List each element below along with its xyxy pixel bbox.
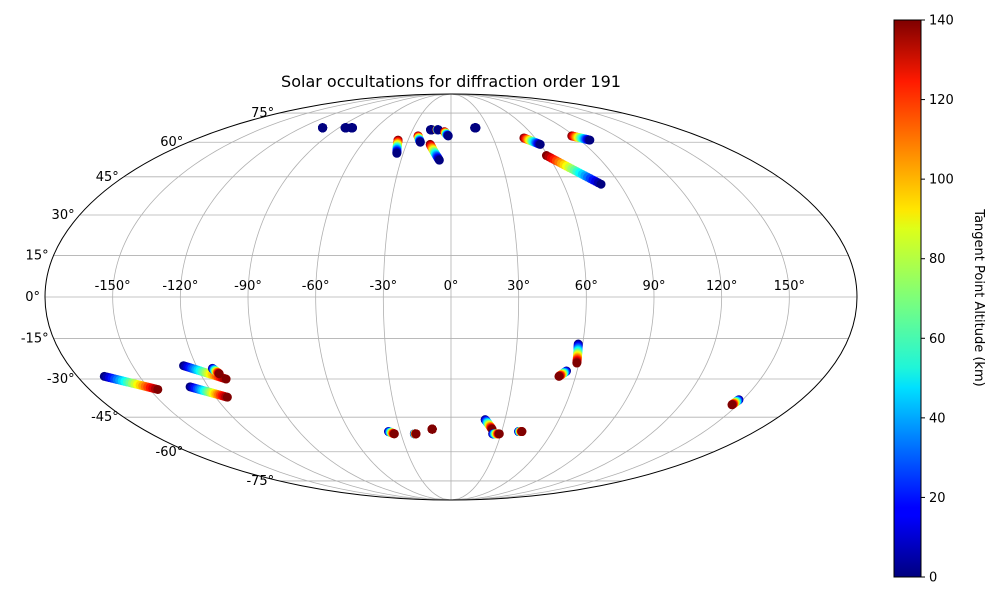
track-point: [153, 384, 163, 394]
latitude-tick-label: 30°: [52, 208, 75, 223]
latitude-tick-label: -45°: [91, 410, 119, 425]
occultation-track: [439, 127, 453, 141]
latitude-tick-label: 45°: [96, 170, 119, 185]
track-point: [434, 155, 444, 165]
graticule: [45, 94, 857, 500]
occultation-track: [346, 123, 358, 133]
colorbar-tick-label: 60: [929, 332, 946, 347]
occultation-track: [432, 125, 443, 135]
colorbar-tick-label: 100: [929, 173, 954, 188]
track-point: [471, 123, 481, 133]
longitude-tick-label: -120°: [162, 279, 198, 294]
occultation-track: [541, 151, 606, 189]
latitude-tick-label: 0°: [25, 290, 40, 305]
track-point: [535, 139, 545, 149]
map-outline: [44, 93, 858, 501]
longitude-labels: -150° -120° -90° -60° -30° 0° 30° 60° 90° 120° 150…: [95, 279, 805, 294]
track-point: [411, 429, 421, 439]
latitude-tick-label: -30°: [47, 372, 75, 387]
colorbar: 0 20 40 60 80 100 120 140 Tangent Point Altitud…: [893, 14, 986, 586]
colorbar-tick-label: 140: [929, 14, 954, 29]
track-point: [415, 137, 425, 147]
track-point: [214, 369, 224, 379]
colorbar-label: Tangent Point Altitude (km): [971, 208, 986, 386]
track-point: [554, 371, 564, 381]
occultation-track: [207, 363, 224, 379]
track-point: [389, 429, 399, 439]
longitude-tick-label: 30°: [507, 279, 530, 294]
occultation-track: [318, 123, 328, 133]
track-point: [392, 148, 402, 158]
longitude-tick-label: -60°: [302, 279, 330, 294]
occultation-track: [554, 366, 572, 381]
occultation-track: [413, 131, 425, 147]
map-area: -150° -120° -90° -60° -30° 0° 30° 60° 90° 120° 150…: [21, 93, 858, 501]
latitude-tick-label: -75°: [246, 474, 274, 489]
latitude-tick-label: 60°: [160, 135, 183, 150]
track-point: [427, 424, 437, 434]
occultation-track: [185, 382, 232, 402]
colorbar-ticks: 0 20 40 60 80 100 120 140: [921, 14, 954, 586]
track-point: [517, 427, 527, 437]
track-point: [222, 392, 232, 402]
longitude-tick-label: -90°: [234, 279, 262, 294]
occultation-track: [567, 131, 595, 145]
track-point: [348, 123, 358, 133]
occultation-track: [572, 339, 583, 368]
longitude-tick-label: 150°: [774, 279, 805, 294]
occultation-track: [409, 429, 421, 439]
occultation-track: [392, 135, 403, 158]
occultation-tracks: [99, 123, 744, 439]
track-point: [572, 358, 582, 368]
colorbar-tick-label: 120: [929, 93, 954, 108]
occultation-track: [384, 427, 399, 439]
occultation-track: [514, 427, 527, 437]
colorbar-tick-label: 40: [929, 411, 946, 426]
latitude-tick-label: 15°: [26, 248, 49, 263]
longitude-tick-label: -30°: [369, 279, 397, 294]
occultation-track: [425, 139, 444, 165]
longitude-tick-label: 90°: [642, 279, 665, 294]
colorbar-gradient: [893, 19, 922, 578]
occultation-track: [480, 415, 497, 434]
track-point: [221, 374, 231, 384]
longitude-tick-label: 60°: [575, 279, 598, 294]
chart-title: Solar occultations for diffraction order…: [281, 72, 621, 91]
longitude-tick-label: 0°: [444, 279, 459, 294]
latitude-labels: -75° -60° -45° -30° -15° 0° 15° 30° 45° 60° 75°: [21, 106, 274, 489]
latitude-tick-label: -60°: [156, 445, 184, 460]
track-point: [318, 123, 328, 133]
track-point: [596, 179, 606, 189]
occultation-track: [99, 371, 163, 394]
latitude-tick-label: -15°: [21, 332, 49, 347]
occultation-track: [427, 424, 437, 434]
longitude-tick-label: 120°: [706, 279, 737, 294]
occultation-track: [488, 429, 504, 439]
occultation-track: [470, 123, 481, 133]
colorbar-tick-label: 0: [929, 571, 937, 586]
track-point: [727, 400, 737, 410]
track-point: [443, 131, 453, 141]
track-point: [494, 429, 504, 439]
occultation-track: [519, 133, 545, 149]
colorbar-tick-label: 80: [929, 252, 946, 267]
longitude-tick-label: -150°: [95, 279, 131, 294]
latitude-tick-label: 75°: [251, 106, 274, 121]
colorbar-tick-label: 20: [929, 491, 946, 506]
track-point: [585, 135, 595, 145]
occultation-track: [727, 395, 744, 410]
